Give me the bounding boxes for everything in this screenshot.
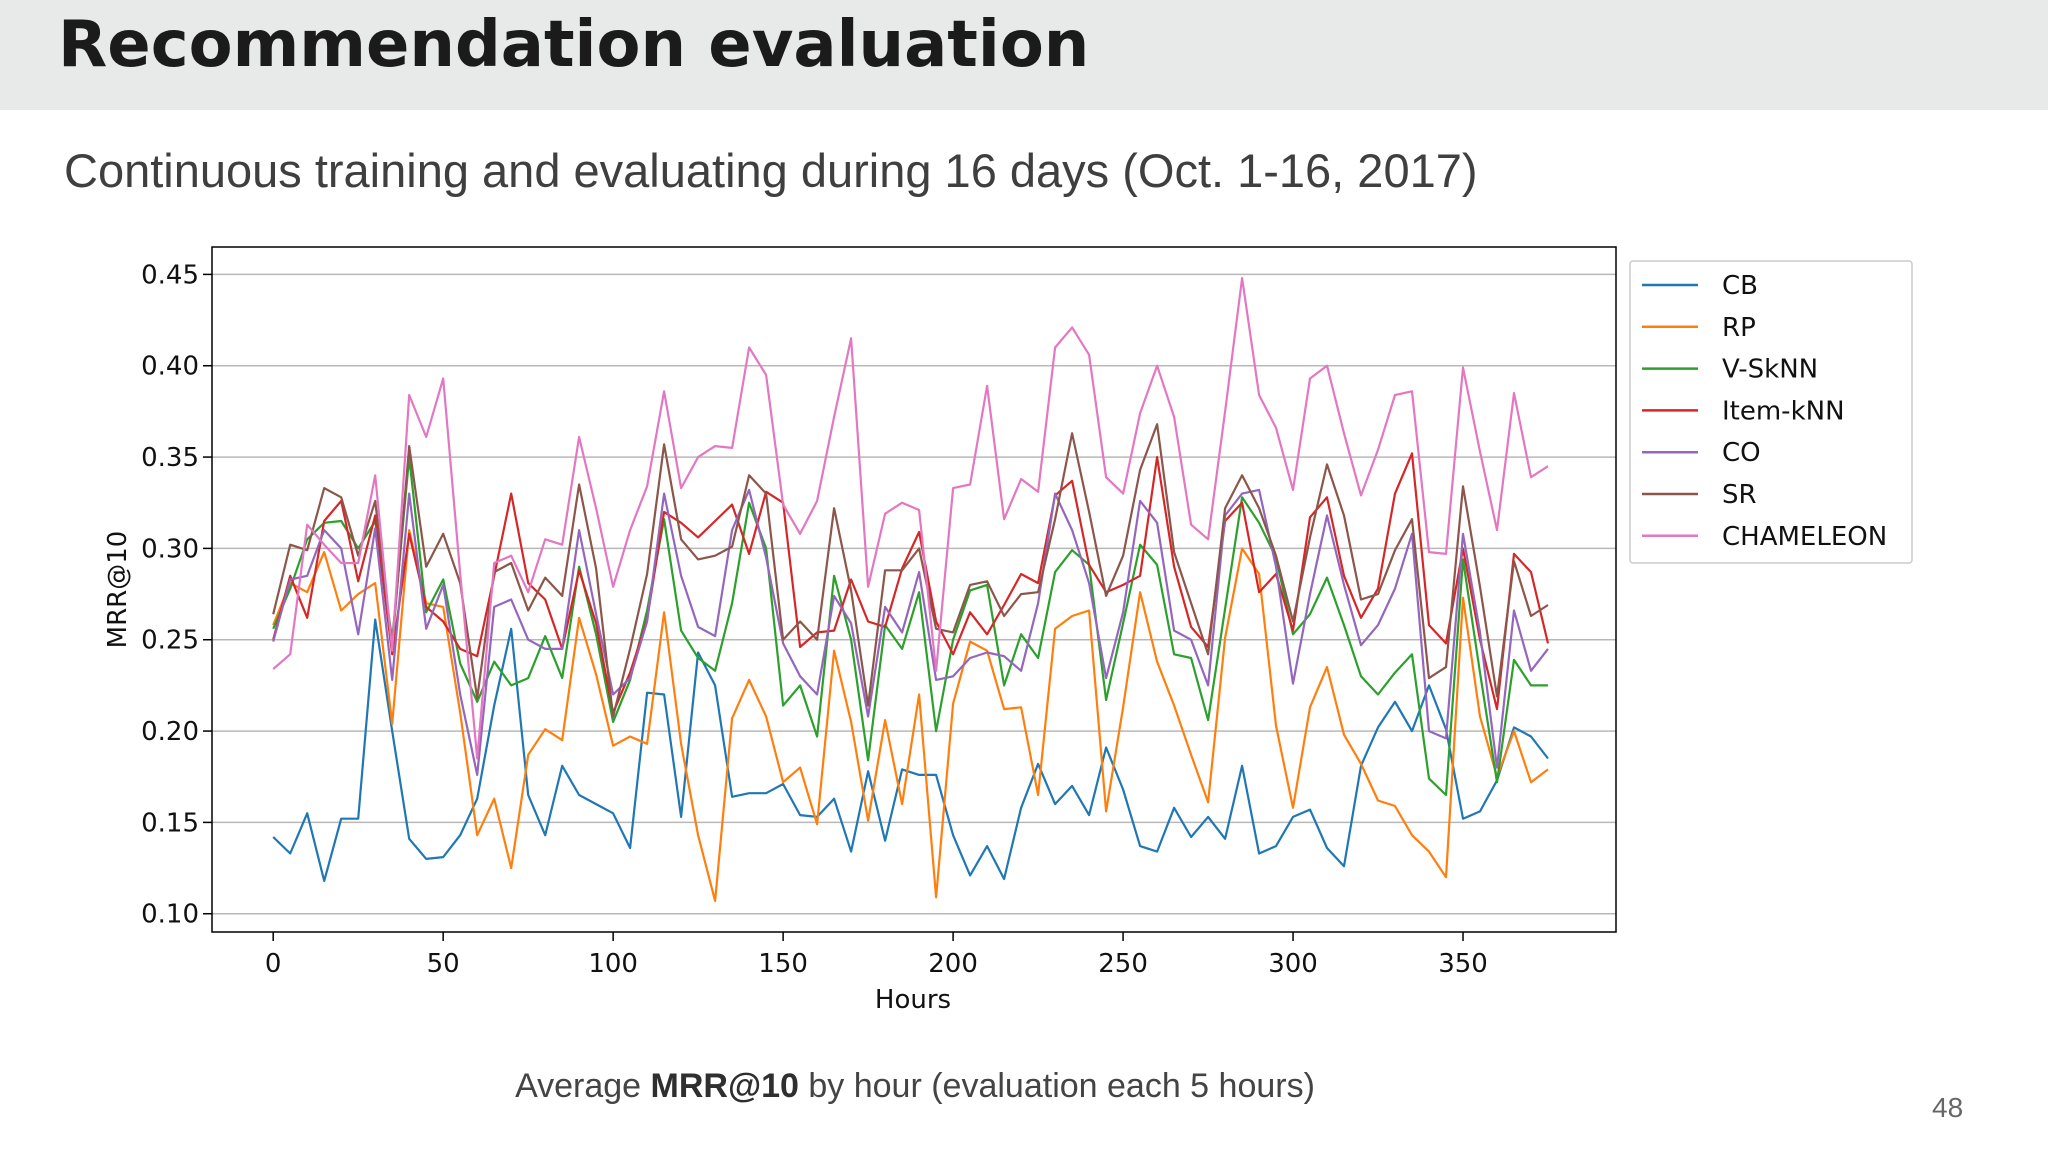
caption-bold-metric: MRR@10 <box>650 1067 799 1105</box>
y-tick-label: 0.10 <box>141 900 199 930</box>
x-tick-label: 150 <box>758 949 808 979</box>
x-tick-label: 350 <box>1438 949 1488 979</box>
legend-box <box>1629 260 1913 564</box>
y-tick-label: 0.30 <box>141 534 199 564</box>
legend-label: V-SkNN <box>1722 355 1818 385</box>
x-axis-label: Hours <box>875 985 951 1015</box>
legend-label: Item-kNN <box>1722 396 1845 426</box>
title-bar <box>0 0 2048 110</box>
x-tick-label: 200 <box>928 949 978 979</box>
x-tick-label: 0 <box>265 949 282 979</box>
figure-caption: Average MRR@10 by hour (evaluation each … <box>0 1067 1830 1106</box>
slide-subtitle: Continuous training and evaluating durin… <box>64 144 1478 197</box>
legend-label: SR <box>1722 480 1757 510</box>
y-tick-label: 0.35 <box>141 443 199 473</box>
series-line-rp <box>272 528 1549 903</box>
y-tick-label: 0.40 <box>141 352 199 382</box>
x-tick-label: 300 <box>1268 949 1318 979</box>
slide-title: Recommendation evaluation <box>58 8 1090 82</box>
x-tick-label: 50 <box>427 949 460 979</box>
series-line-chameleon <box>272 277 1549 760</box>
series-line-item-knn <box>272 452 1550 714</box>
legend-label: CO <box>1722 438 1761 468</box>
legend-label: CB <box>1722 271 1758 301</box>
plot-frame <box>211 246 1617 933</box>
legend-label: CHAMELEON <box>1722 522 1887 552</box>
y-axis-label: MRR@10 <box>103 531 133 649</box>
caption-prefix: Average <box>515 1067 651 1105</box>
y-tick-label: 0.25 <box>141 626 199 656</box>
series-line-sr <box>272 423 1549 718</box>
y-tick-label: 0.45 <box>141 260 199 290</box>
page-number: 48 <box>1932 1092 1964 1123</box>
y-tick-label: 0.20 <box>141 717 199 747</box>
series-line-co <box>272 488 1549 777</box>
legend-label: RP <box>1722 313 1756 343</box>
x-tick-label: 250 <box>1098 949 1148 979</box>
x-tick-label: 100 <box>588 949 638 979</box>
y-tick-label: 0.15 <box>141 808 199 838</box>
caption-suffix: by hour (evaluation each 5 hours) <box>798 1067 1315 1105</box>
mrr-line-chart: 0.10 0.15 0.20 0.25 0.30 0.35 0.40 0.45 0 50 100 15… <box>103 246 1913 1015</box>
series-line-cb <box>272 618 1549 883</box>
